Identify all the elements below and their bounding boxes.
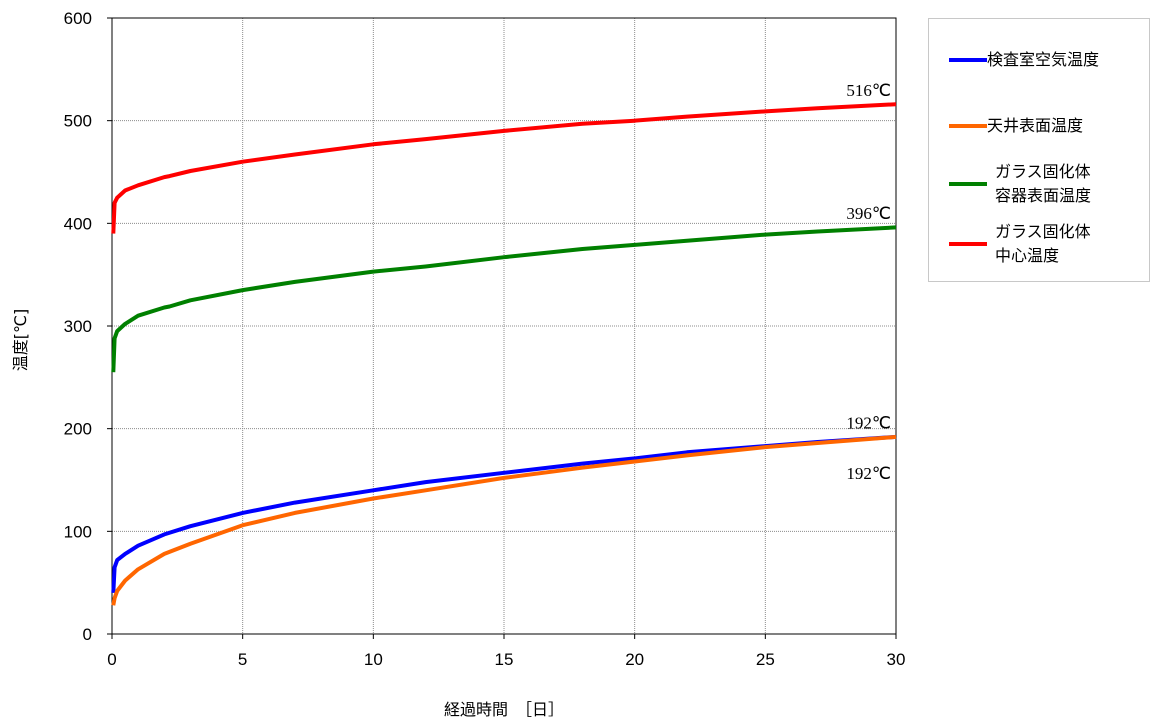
y-tick-label: 100 xyxy=(64,522,92,541)
x-tick-label: 25 xyxy=(756,650,775,669)
x-tick-label: 5 xyxy=(238,650,247,669)
annotation-label: 516℃ xyxy=(846,81,891,100)
x-tick-label: 20 xyxy=(625,650,644,669)
legend-item-4: ガラス固化体 中心温度 xyxy=(929,219,1151,269)
series-line-3 xyxy=(111,225,897,373)
y-axis-title: 温度[℃] xyxy=(11,309,30,371)
annotation-label: 396℃ xyxy=(846,204,891,223)
annotations: 516℃ 396℃ 192℃ 192℃ xyxy=(846,81,891,483)
legend: 検査室空気温度 天井表面温度ガラス固化体 容器表面温度 ガラス固化体 中心温度 xyxy=(928,18,1150,282)
y-tick-label: 500 xyxy=(64,112,92,131)
y-axis-ticks: 0 100 200 300 400 500 600 xyxy=(64,9,112,644)
x-tick-label: 10 xyxy=(364,650,383,669)
series-line-2 xyxy=(111,434,897,606)
legend-item-1: 検査室空気温度 xyxy=(929,45,1151,75)
y-tick-label: 200 xyxy=(64,420,92,439)
x-tick-label: 30 xyxy=(887,650,906,669)
x-tick-label: 0 xyxy=(107,650,116,669)
legend-label: 検査室空気温度 xyxy=(987,50,1100,69)
legend-label: ガラス固化体 中心温度 xyxy=(995,222,1091,265)
legend-item-3: ガラス固化体 容器表面温度 xyxy=(929,159,1151,209)
legend-item-2: 天井表面温度 xyxy=(929,111,1151,141)
legend-label: ガラス固化体 容器表面温度 xyxy=(995,162,1092,205)
y-tick-label: 600 xyxy=(64,9,92,28)
x-axis-title: 経過時間 ［日］ xyxy=(444,700,564,719)
legend-swatch xyxy=(949,58,987,62)
legend-label: 天井表面温度 xyxy=(987,116,1084,135)
y-tick-label: 400 xyxy=(64,214,92,233)
series-line-1 xyxy=(111,434,897,594)
y-tick-label: 300 xyxy=(64,317,92,336)
y-tick-label: 0 xyxy=(83,625,92,644)
legend-swatch xyxy=(949,242,987,246)
series-lines xyxy=(111,102,897,606)
legend-swatch xyxy=(949,124,987,128)
x-axis-ticks: 0 5 10 15 20 25 30 xyxy=(107,634,905,669)
annotation-label: 192℃ xyxy=(846,414,891,433)
x-tick-label: 15 xyxy=(495,650,514,669)
annotation-label: 192℃ xyxy=(846,464,891,483)
legend-swatch xyxy=(949,182,987,186)
series-line-4 xyxy=(111,102,897,234)
